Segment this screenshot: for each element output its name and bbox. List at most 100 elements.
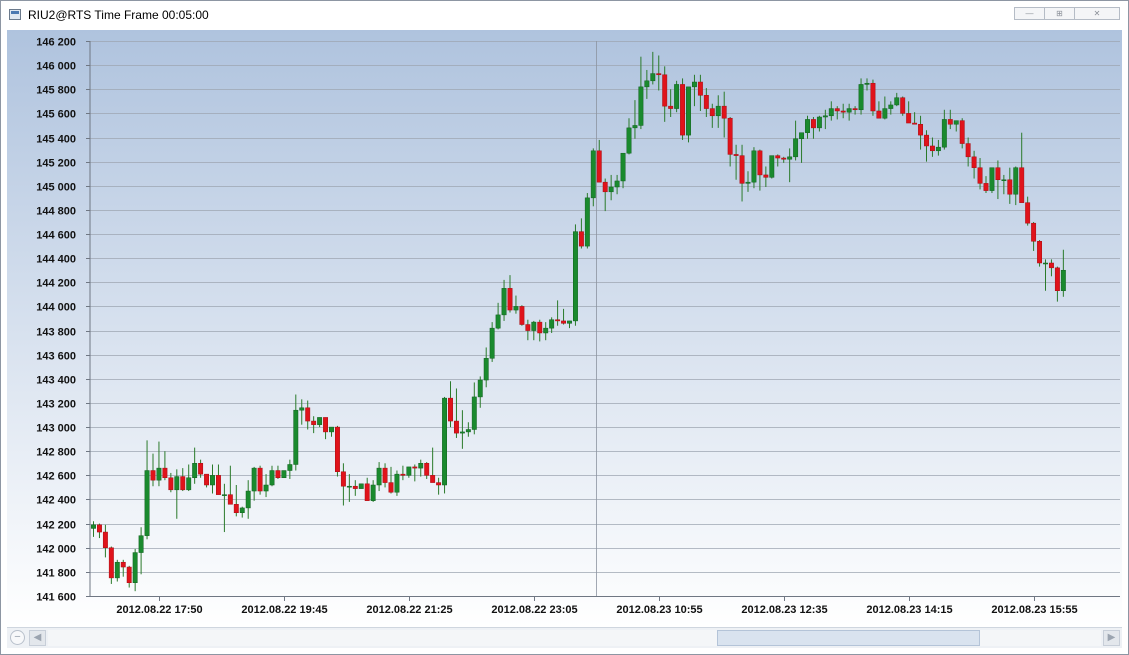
- candle-down: [227, 465, 233, 505]
- candle-up: [174, 469, 180, 519]
- candle-up: [299, 399, 305, 425]
- candle-up: [799, 132, 804, 163]
- candle-body: [745, 181, 751, 184]
- candle-body: [275, 470, 281, 479]
- candle-body: [459, 431, 465, 434]
- candle-body: [1013, 167, 1019, 195]
- candle-body: [525, 324, 531, 331]
- candle-body: [709, 108, 715, 117]
- scroll-left-button[interactable]: ◀: [29, 630, 46, 646]
- x-tick-label: 2012.08.23 14:15: [866, 604, 952, 616]
- candle-up: [394, 470, 400, 496]
- x-axis: 2012.08.22 17:50 2012.08.22 19:45 2012.08.…: [90, 596, 1120, 616]
- candle-body: [132, 552, 138, 583]
- scroll-right-button[interactable]: ▶: [1103, 630, 1120, 646]
- candle-down: [662, 66, 668, 122]
- candle-body: [930, 145, 935, 152]
- scrollbar-thumb[interactable]: [716, 630, 980, 646]
- candle-down: [364, 477, 370, 501]
- candle-down: [198, 459, 204, 478]
- candle-down: [126, 565, 132, 588]
- candle-up: [543, 322, 549, 341]
- zoom-out-icon[interactable]: −: [10, 630, 25, 645]
- candle-down: [537, 319, 543, 342]
- candle-down: [721, 91, 727, 138]
- candle-up: [692, 74, 697, 107]
- candle-body: [126, 566, 132, 583]
- minimize-button[interactable]: —: [1014, 7, 1045, 20]
- candle-body: [918, 124, 923, 136]
- candle-body: [1060, 269, 1066, 292]
- candle-up: [805, 115, 810, 139]
- candle-body: [941, 119, 947, 148]
- candle-up: [626, 118, 632, 155]
- candle-body: [483, 358, 489, 381]
- minimize-icon: —: [1025, 9, 1034, 18]
- candle-body: [108, 547, 114, 579]
- candle-up: [567, 320, 572, 329]
- candle-up: [442, 396, 448, 494]
- candle-up: [590, 148, 596, 207]
- candle-up: [471, 382, 477, 435]
- candle-body: [953, 120, 959, 125]
- candle-body: [757, 150, 763, 176]
- candle-down: [596, 139, 602, 183]
- candle-body: [656, 73, 662, 76]
- candle-body: [477, 379, 483, 398]
- candle-down: [680, 78, 685, 140]
- candle-body: [418, 463, 424, 469]
- y-tick-label: 144 800: [36, 206, 76, 218]
- candle-up: [483, 347, 489, 388]
- candle-up: [221, 483, 227, 533]
- candle-body: [513, 306, 519, 311]
- candle-down: [216, 464, 221, 495]
- candle-up: [1043, 259, 1048, 291]
- x-tick-label: 2012.08.22 19:45: [241, 604, 327, 616]
- candle-body: [989, 167, 995, 191]
- candle-body: [233, 504, 239, 514]
- candle-body: [507, 288, 513, 311]
- candle-up: [269, 465, 275, 487]
- candle-body: [858, 84, 864, 111]
- candle-body: [198, 463, 204, 475]
- candle-body: [156, 467, 162, 481]
- candle-down: [697, 74, 703, 111]
- candle-down: [906, 101, 912, 124]
- scrollbar-track[interactable]: [48, 630, 1101, 646]
- candle-up: [406, 466, 412, 478]
- candle-body: [793, 138, 799, 158]
- candle-up: [210, 464, 215, 494]
- candle-body: [935, 146, 941, 152]
- candle-body: [376, 467, 382, 486]
- close-icon: ✕: [1093, 9, 1101, 18]
- candle-body: [805, 119, 810, 133]
- candle-body: [186, 477, 192, 491]
- candle-body: [751, 150, 757, 183]
- candle-down: [1019, 132, 1025, 203]
- candle-body: [882, 108, 888, 119]
- candle-body: [102, 531, 108, 548]
- candle-body: [799, 132, 804, 139]
- candle-down: [959, 118, 965, 149]
- candle-up: [745, 171, 751, 192]
- y-tick-label: 142 600: [36, 471, 76, 483]
- candle-up: [632, 100, 638, 139]
- candle-down: [578, 218, 584, 249]
- close-button[interactable]: ✕: [1074, 7, 1120, 20]
- candle-up: [459, 410, 465, 449]
- candle-body: [674, 84, 680, 109]
- candle-body: [567, 320, 572, 324]
- candle-body: [150, 470, 156, 481]
- maximize-button[interactable]: ⊞: [1044, 7, 1075, 20]
- candle-up: [953, 120, 959, 132]
- y-tick-label: 142 800: [36, 447, 76, 459]
- candle-up: [91, 521, 96, 537]
- candle-body: [1049, 262, 1054, 269]
- chart-background: [7, 30, 1122, 627]
- candle-body: [906, 113, 912, 124]
- horizontal-scrollbar[interactable]: − ◀ ▶: [7, 627, 1122, 648]
- candle-body: [162, 467, 168, 479]
- candle-body: [168, 477, 174, 491]
- y-tick-label: 143 200: [36, 399, 76, 411]
- candlestick-chart[interactable]: 141 600 141 800 142 000 142 200 142 400 142 6…: [7, 30, 1122, 627]
